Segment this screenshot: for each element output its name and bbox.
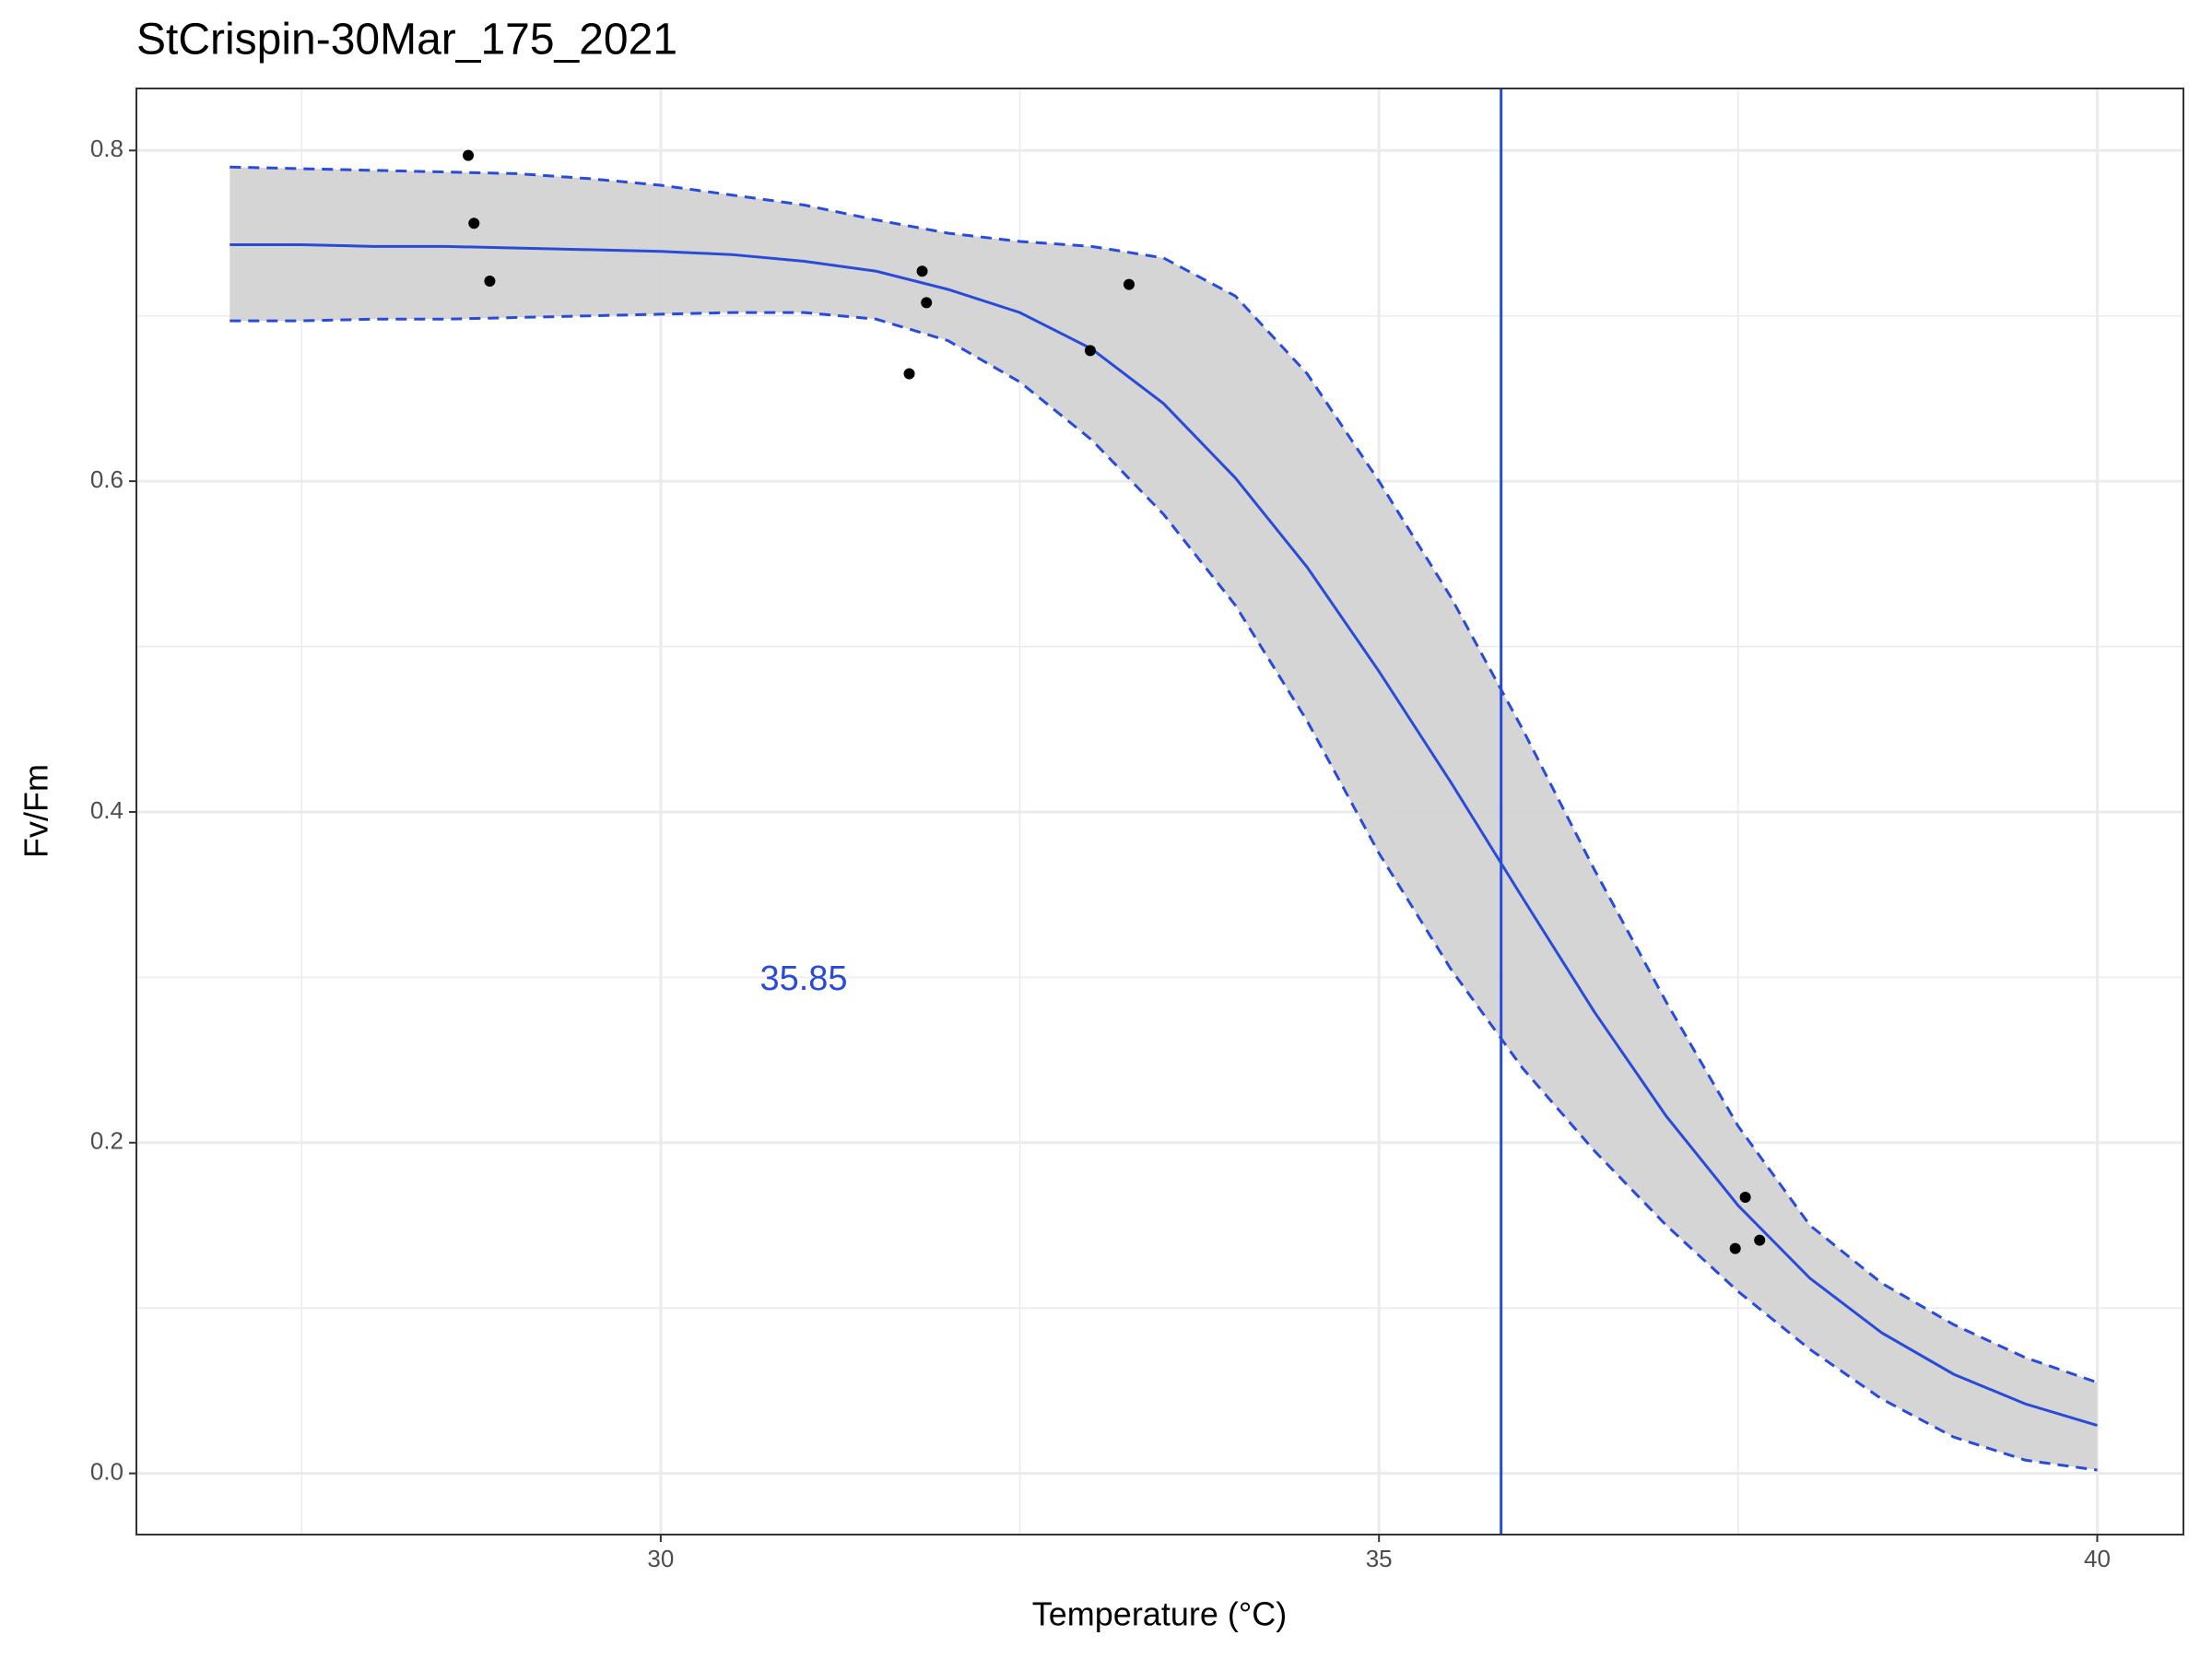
data-point	[468, 218, 480, 229]
x-tick-label: 40	[2084, 1545, 2111, 1572]
y-axis-title: Fv/Fm	[18, 764, 55, 858]
data-point	[903, 368, 915, 380]
y-tick-label: 0.0	[90, 1457, 124, 1485]
data-point	[463, 149, 475, 161]
y-tick-label: 0.4	[90, 796, 124, 824]
data-point	[916, 265, 928, 277]
y-tick-label: 0.8	[90, 135, 124, 162]
data-point	[1123, 278, 1135, 290]
confidence-band	[229, 167, 2098, 1471]
confidence-bound	[229, 311, 2098, 1472]
data-point	[1084, 345, 1096, 357]
data-point	[1729, 1242, 1741, 1254]
data-point	[484, 276, 496, 288]
x-axis-title: Temperature (°C)	[1032, 1595, 1287, 1633]
x-tick-label: 35	[1366, 1545, 1393, 1572]
y-tick-label: 0.6	[90, 465, 124, 493]
chart-title: StCrispin-30Mar_175_2021	[136, 16, 677, 65]
y-tick-label: 0.2	[90, 1127, 124, 1155]
data-point	[921, 297, 933, 309]
panel-border	[135, 88, 2184, 1535]
fit-line	[229, 243, 2098, 1428]
data-point	[1754, 1234, 1766, 1246]
x-tick-label: 30	[647, 1545, 674, 1572]
data-point	[1739, 1191, 1751, 1203]
threshold-label: 35.85	[759, 959, 847, 998]
